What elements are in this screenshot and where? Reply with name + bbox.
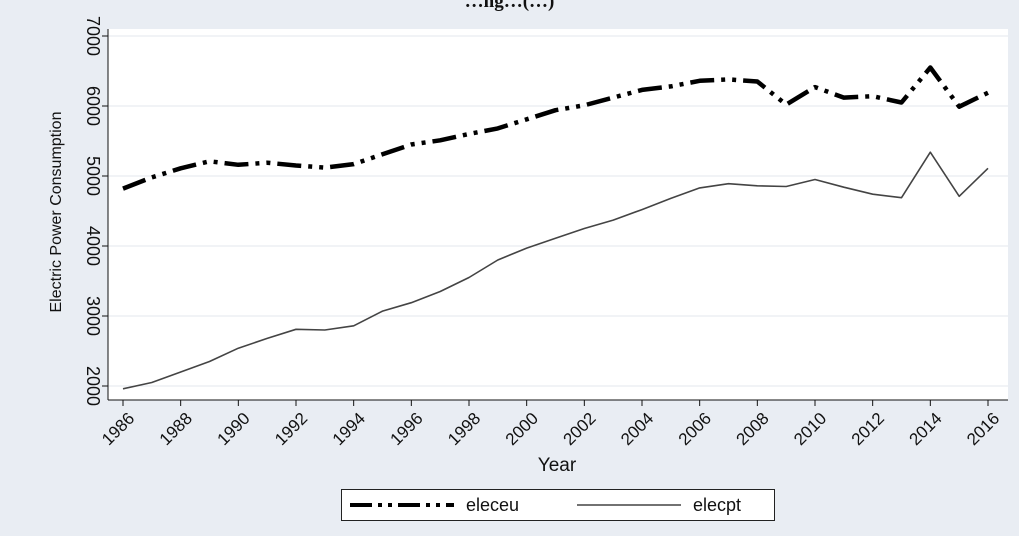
legend-label-eleceu: eleceu: [466, 494, 520, 515]
x-tick-label: 1994: [329, 409, 369, 449]
y-tick-label: 5000: [83, 156, 103, 196]
x-tick-label: 1996: [386, 409, 426, 449]
legend-item-eleceu: eleceu: [350, 490, 519, 520]
legend-item-elecpt: elecpt: [577, 490, 741, 520]
legend-swatch-elecpt: [577, 504, 681, 506]
legend-label-elecpt: elecpt: [693, 494, 742, 515]
x-tick-label: 2012: [848, 409, 888, 449]
x-tick-label: 1998: [444, 409, 484, 449]
y-axis-label: Electric Power Consumption: [48, 112, 65, 313]
x-tick-label: 2004: [617, 409, 657, 449]
y-tick-label: 6000: [83, 86, 103, 126]
y-tick-label: 7000: [83, 16, 103, 56]
x-axis-label: Year: [538, 455, 577, 476]
grid-lines: [108, 35, 1008, 387]
x-tick-label: 2006: [675, 409, 715, 449]
x-tick-label: 2010: [790, 409, 830, 449]
x-tick-label: 2016: [963, 409, 1003, 449]
x-tick-label: 2002: [559, 409, 599, 449]
x-tick-label: 2000: [502, 409, 542, 449]
chart-title: …ng…(…): [464, 0, 555, 12]
x-tick-label: 2014: [905, 409, 945, 449]
series-line-eleceu: [122, 65, 989, 191]
series-lines: [122, 65, 989, 390]
y-tick-label: 2000: [83, 366, 103, 406]
x-tick-label: 1992: [271, 409, 311, 449]
y-tick-label: 4000: [83, 226, 103, 266]
x-tick-label: 1986: [98, 409, 138, 449]
legend: eleceu elecpt: [341, 489, 775, 521]
plot-area: [108, 29, 1008, 400]
x-tick-label: 2008: [732, 409, 772, 449]
legend-swatch-eleceu: [350, 503, 454, 507]
series-line-elecpt: [122, 151, 989, 390]
y-tick-label: 3000: [83, 296, 103, 336]
x-tick-label: 1988: [156, 409, 196, 449]
x-tick-label: 1990: [213, 409, 253, 449]
